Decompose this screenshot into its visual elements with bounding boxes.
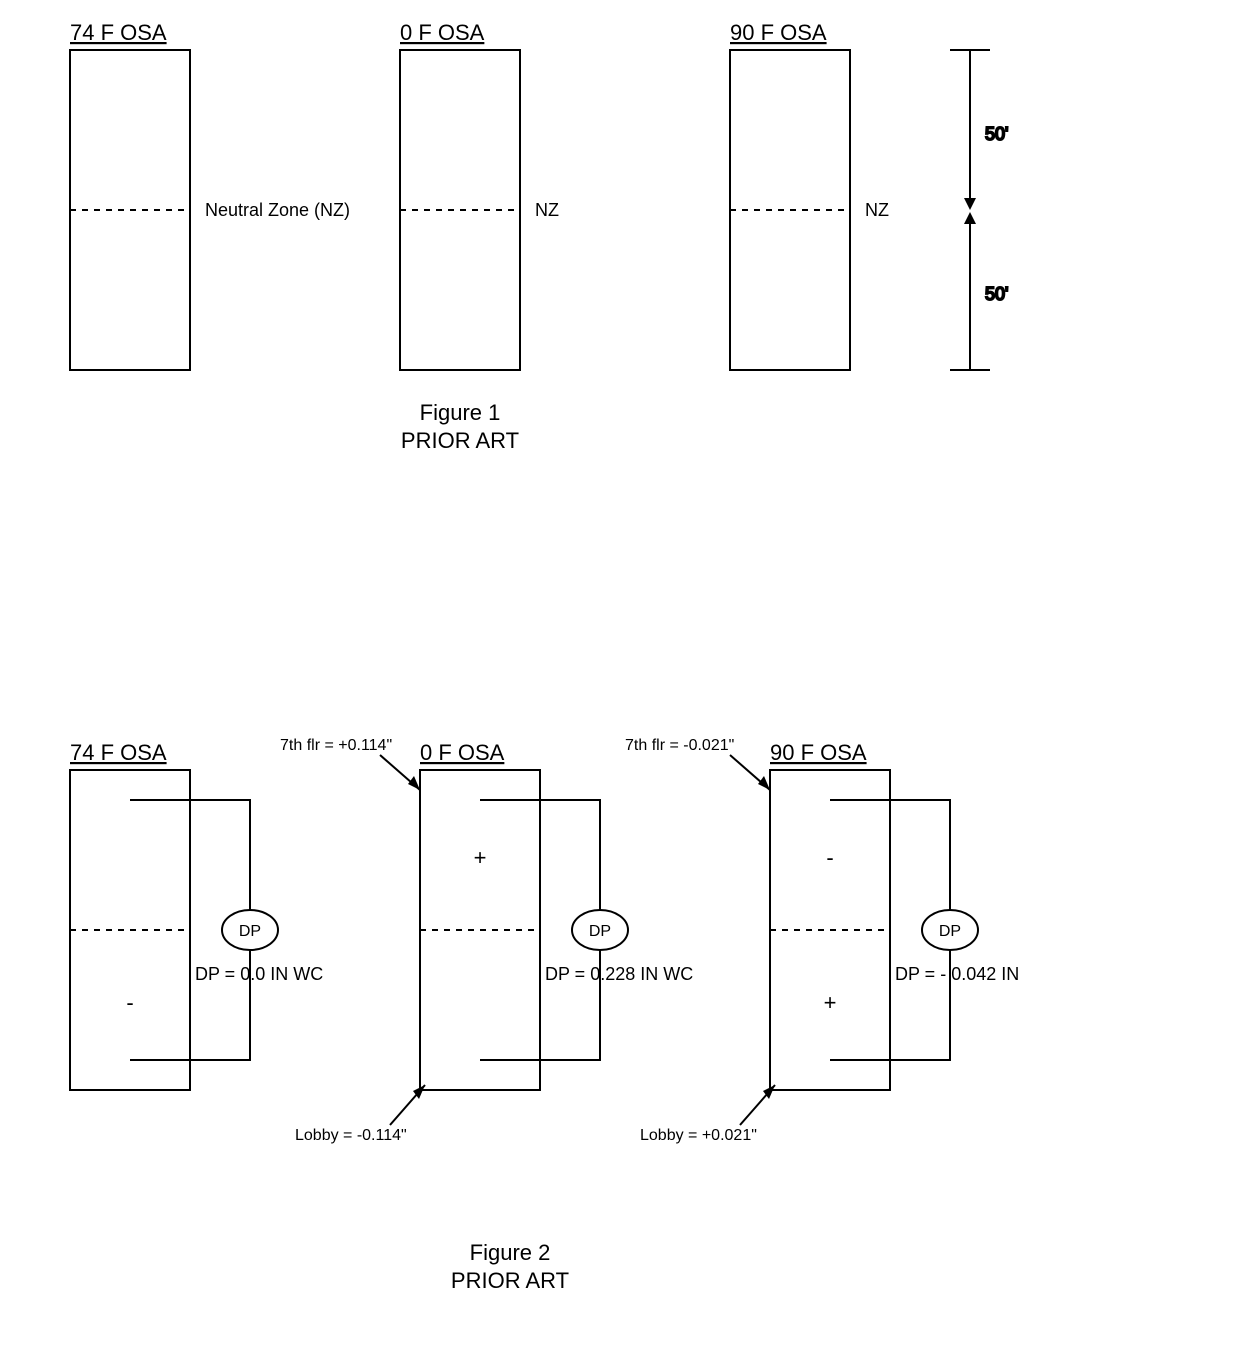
fig1-title1: Figure 1: [420, 400, 501, 425]
fig2-b2-dp-text: DP = 0.228 IN WC: [545, 964, 693, 984]
fig1-building-3: 90 F OSA NZ: [730, 20, 889, 370]
fig2-b2-bottom-note: Lobby = -0.114": [295, 1127, 407, 1144]
fig1-b2-nz-label: NZ: [535, 200, 559, 220]
fig2-b3-dp-text: DP = - 0.042 IN: [895, 964, 1019, 984]
fig2-b3-top-note: 7th flr = -0.021": [625, 737, 734, 754]
fig2-b1-lower-sign: -: [126, 990, 133, 1015]
figure-2: 74 F OSA DP DP = 0.0 IN WC - 0 F OSA 7th…: [70, 737, 1019, 1293]
fig1-b3-header: 90 F OSA: [730, 20, 827, 45]
fig1-building-2: 0 F OSA NZ: [400, 20, 559, 370]
fig2-b3-bottom-note: Lobby = +0.021": [640, 1127, 757, 1144]
fig2-building-3: 90 F OSA 7th flr = -0.021" Lobby = +0.02…: [625, 737, 1019, 1144]
fig1-b1-header: 74 F OSA: [70, 20, 167, 45]
figure-1: 74 F OSA Neutral Zone (NZ) 0 F OSA NZ 90…: [70, 20, 1008, 453]
fig2-title1: Figure 2: [470, 1240, 551, 1265]
fig1-b2-header: 0 F OSA: [400, 20, 485, 45]
fig1-building-1: 74 F OSA Neutral Zone (NZ): [70, 20, 350, 370]
fig2-b2-top-note: 7th flr = +0.114": [280, 737, 392, 754]
fig1-dimensions: 50' 50': [950, 50, 1008, 370]
fig2-b1-header: 74 F OSA: [70, 740, 167, 765]
fig1-title2: PRIOR ART: [401, 428, 519, 453]
fig2-b3-top-arrow-head: [758, 776, 770, 790]
fig2-b2-upper-sign: +: [474, 845, 487, 870]
diagram-canvas: 74 F OSA Neutral Zone (NZ) 0 F OSA NZ 90…: [0, 0, 1240, 1367]
fig2-b3-upper-sign: -: [826, 845, 833, 870]
fig2-b3-lower-sign: +: [824, 990, 837, 1015]
fig2-b1-dp-label: DP: [239, 923, 261, 940]
fig2-b3-dp-label: DP: [939, 923, 961, 940]
fig2-b1-dp-text: DP = 0.0 IN WC: [195, 964, 323, 984]
fig2-b2-top-arrow-head: [408, 776, 420, 790]
fig2-title2: PRIOR ART: [451, 1268, 569, 1293]
fig1-b1-nz-label: Neutral Zone (NZ): [205, 200, 350, 220]
fig1-dim-bottom: 50': [985, 284, 1008, 304]
fig1-dim-top: 50': [985, 124, 1008, 144]
fig2-b2-header: 0 F OSA: [420, 740, 505, 765]
fig2-building-1: 74 F OSA DP DP = 0.0 IN WC -: [70, 740, 323, 1090]
fig2-b2-dp-label: DP: [589, 923, 611, 940]
fig2-building-2: 0 F OSA 7th flr = +0.114" Lobby = -0.114…: [280, 737, 693, 1144]
fig2-b3-header: 90 F OSA: [770, 740, 867, 765]
fig1-b3-nz-label: NZ: [865, 200, 889, 220]
